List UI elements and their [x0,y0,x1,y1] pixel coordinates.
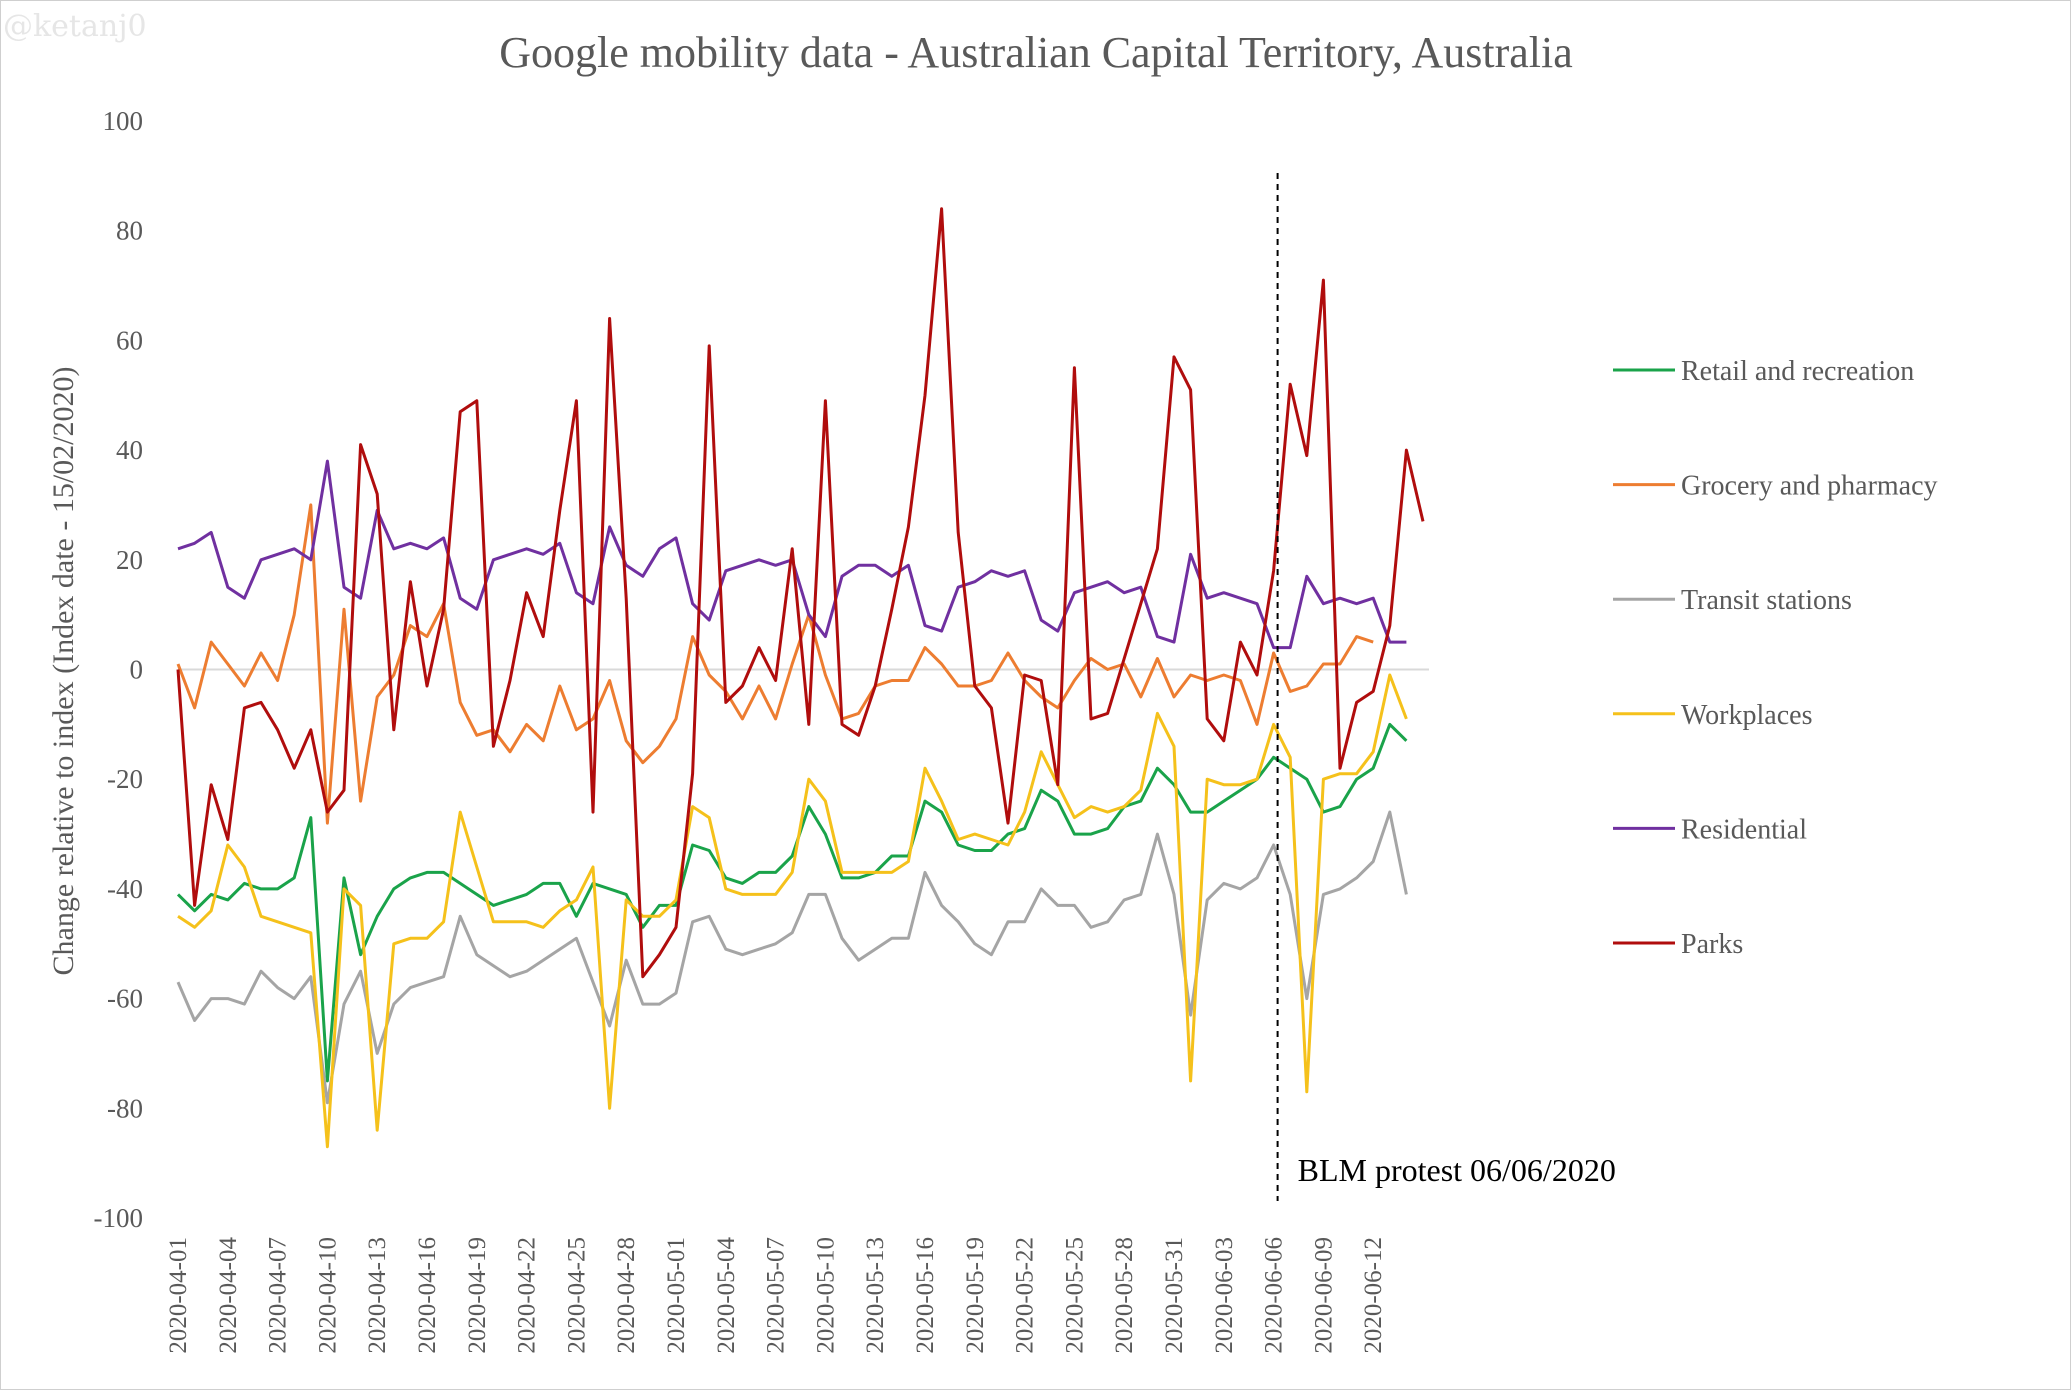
x-tick-label: 2020-05-01 [663,1237,690,1354]
y-tick-label: -40 [107,874,143,904]
x-tick-label: 2020-04-16 [414,1237,441,1354]
x-tick-label: 2020-05-10 [812,1237,839,1354]
x-tick-label: 2020-04-28 [613,1237,640,1354]
y-tick-label: -20 [107,764,143,794]
y-axis-label: Change relative to index (Index date - 1… [47,367,80,976]
series-line-retail-and-recreation [176,722,1408,1083]
x-tick-label: 2020-06-09 [1310,1237,1337,1354]
y-tick-label: 60 [116,325,143,355]
legend-label-residential: Residential [1681,814,1807,845]
series-line-workplaces [177,673,1408,1149]
y-tick-label: -80 [107,1093,143,1123]
x-tick-label: 2020-05-31 [1161,1237,1188,1354]
x-tick-label: 2020-05-16 [912,1237,939,1354]
x-tick-label: 2020-04-01 [165,1237,192,1354]
series-line-grocery-and-pharmacy [176,503,1374,825]
y-tick-label: 100 [103,106,144,136]
annotation-label: BLM protest 06/06/2020 [1298,1152,1616,1188]
x-tick-label: 2020-05-04 [713,1237,740,1354]
series-line-transit-stations [176,810,1408,1105]
x-tick-label: 2020-04-19 [464,1237,491,1354]
y-tick-label: 0 [130,655,144,685]
series-line-parks [176,207,1425,979]
x-tick-label: 2020-05-19 [962,1237,989,1354]
x-tick-label: 2020-04-22 [514,1237,541,1354]
y-tick-label: 20 [116,545,143,575]
y-tick-label: 80 [116,216,143,246]
x-tick-label: 2020-04-13 [364,1237,391,1354]
x-tick-label: 2020-06-06 [1261,1237,1288,1354]
legend-label-parks: Parks [1681,929,1743,960]
y-tick-label: -60 [107,984,143,1014]
x-tick-label: 2020-05-25 [1061,1237,1088,1354]
x-tick-label: 2020-04-07 [265,1237,292,1354]
x-tick-label: 2020-06-12 [1360,1237,1387,1354]
x-tick-label: 2020-04-04 [215,1237,242,1354]
legend-label-workplaces: Workplaces [1681,700,1812,731]
legend-label-transit-stations: Transit stations [1681,585,1852,616]
chart-title: Google mobility data - Australian Capita… [499,28,1572,77]
x-tick-label: 2020-04-10 [314,1237,341,1354]
x-tick-label: 2020-06-03 [1211,1237,1238,1354]
y-tick-label: 40 [116,435,143,465]
x-tick-label: 2020-05-22 [1012,1237,1039,1354]
x-tick-label: 2020-05-07 [763,1237,790,1354]
x-tick-label: 2020-04-25 [563,1237,590,1354]
x-tick-label: 2020-05-28 [1111,1237,1138,1354]
legend-label-retail-and-recreation: Retail and recreation [1681,356,1914,387]
legend-label-grocery-and-pharmacy: Grocery and pharmacy [1681,471,1938,502]
x-tick-label: 2020-05-13 [862,1237,889,1354]
y-tick-label: -100 [94,1203,144,1233]
watermark: @ketanj0 [3,9,147,44]
